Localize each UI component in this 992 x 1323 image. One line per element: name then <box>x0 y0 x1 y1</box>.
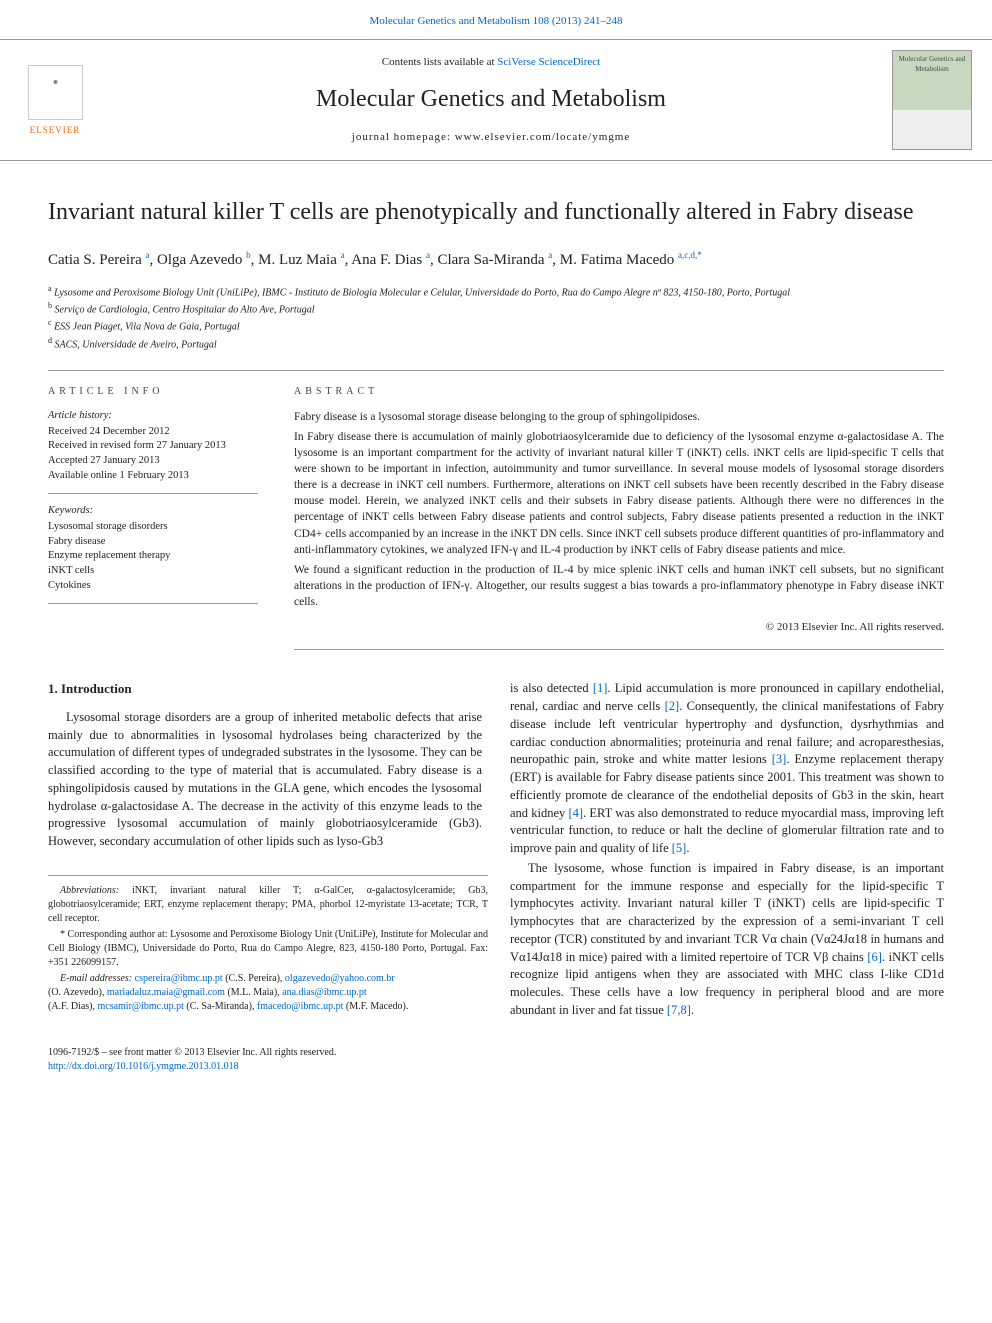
citation-link[interactable]: [7,8] <box>667 1003 691 1017</box>
abstract: ABSTRACT Fabry disease is a lysosomal st… <box>294 385 944 651</box>
journal-name: Molecular Genetics and Metabolism <box>110 83 872 117</box>
email-link[interactable]: cspereira@ibmc.up.pt <box>135 973 223 984</box>
section-heading: 1. Introduction <box>48 680 482 698</box>
article-title: Invariant natural killer T cells are phe… <box>48 197 944 228</box>
citation-link[interactable]: [4] <box>569 806 584 820</box>
abstract-copyright: © 2013 Elsevier Inc. All rights reserved… <box>294 620 944 635</box>
doi-link[interactable]: http://dx.doi.org/10.1016/j.ymgme.2013.0… <box>48 1060 336 1074</box>
author: M. Luz Maia a <box>258 252 344 268</box>
journal-issue-link[interactable]: Molecular Genetics and Metabolism 108 (2… <box>0 0 992 39</box>
author-list: Catia S. Pereira a, Olga Azevedo b, M. L… <box>48 249 944 271</box>
email-link[interactable]: mcsamir@ibmc.up.pt <box>97 1001 183 1012</box>
elsevier-logo: ELSEVIER <box>20 60 90 140</box>
author: Olga Azevedo b <box>157 252 251 268</box>
author: Clara Sa-Miranda a <box>437 252 552 268</box>
article-body: 1. Introduction Lysosomal storage disord… <box>48 680 944 1019</box>
email-link[interactable]: olgazevedo@yahoo.com.br <box>285 973 395 984</box>
page-footer: 1096-7192/$ – see front matter © 2013 El… <box>0 1040 992 1094</box>
email-link[interactable]: ana.dias@ibmc.up.pt <box>282 987 366 998</box>
author: Ana F. Dias a <box>351 252 430 268</box>
citation-link[interactable]: [6] <box>867 950 882 964</box>
journal-cover-thumb: Molecular Genetics and Metabolism <box>892 50 972 150</box>
citation-link[interactable]: [2] <box>665 699 680 713</box>
email-link[interactable]: mariadaluz.maia@gmail.com <box>107 987 225 998</box>
author: Catia S. Pereira a <box>48 252 149 268</box>
article-info: ARTICLE INFO Article history: Received 2… <box>48 385 258 651</box>
author: M. Fatima Macedo a,c,d,* <box>560 252 702 268</box>
journal-header: ELSEVIER Contents lists available at Sci… <box>0 39 992 161</box>
journal-homepage: journal homepage: www.elsevier.com/locat… <box>110 130 872 145</box>
footnotes: Abbreviations: iNKT, invariant natural k… <box>48 875 488 1014</box>
sciencedirect-link[interactable]: SciVerse ScienceDirect <box>497 56 600 68</box>
citation-link[interactable]: [1] <box>593 681 608 695</box>
affiliations: a Lysosome and Peroxisome Biology Unit (… <box>48 283 944 352</box>
citation-link[interactable]: [3] <box>772 752 787 766</box>
contents-line: Contents lists available at SciVerse Sci… <box>110 55 872 70</box>
citation-link[interactable]: [5] <box>672 841 687 855</box>
email-link[interactable]: fmacedo@ibmc.up.pt <box>257 1001 343 1012</box>
